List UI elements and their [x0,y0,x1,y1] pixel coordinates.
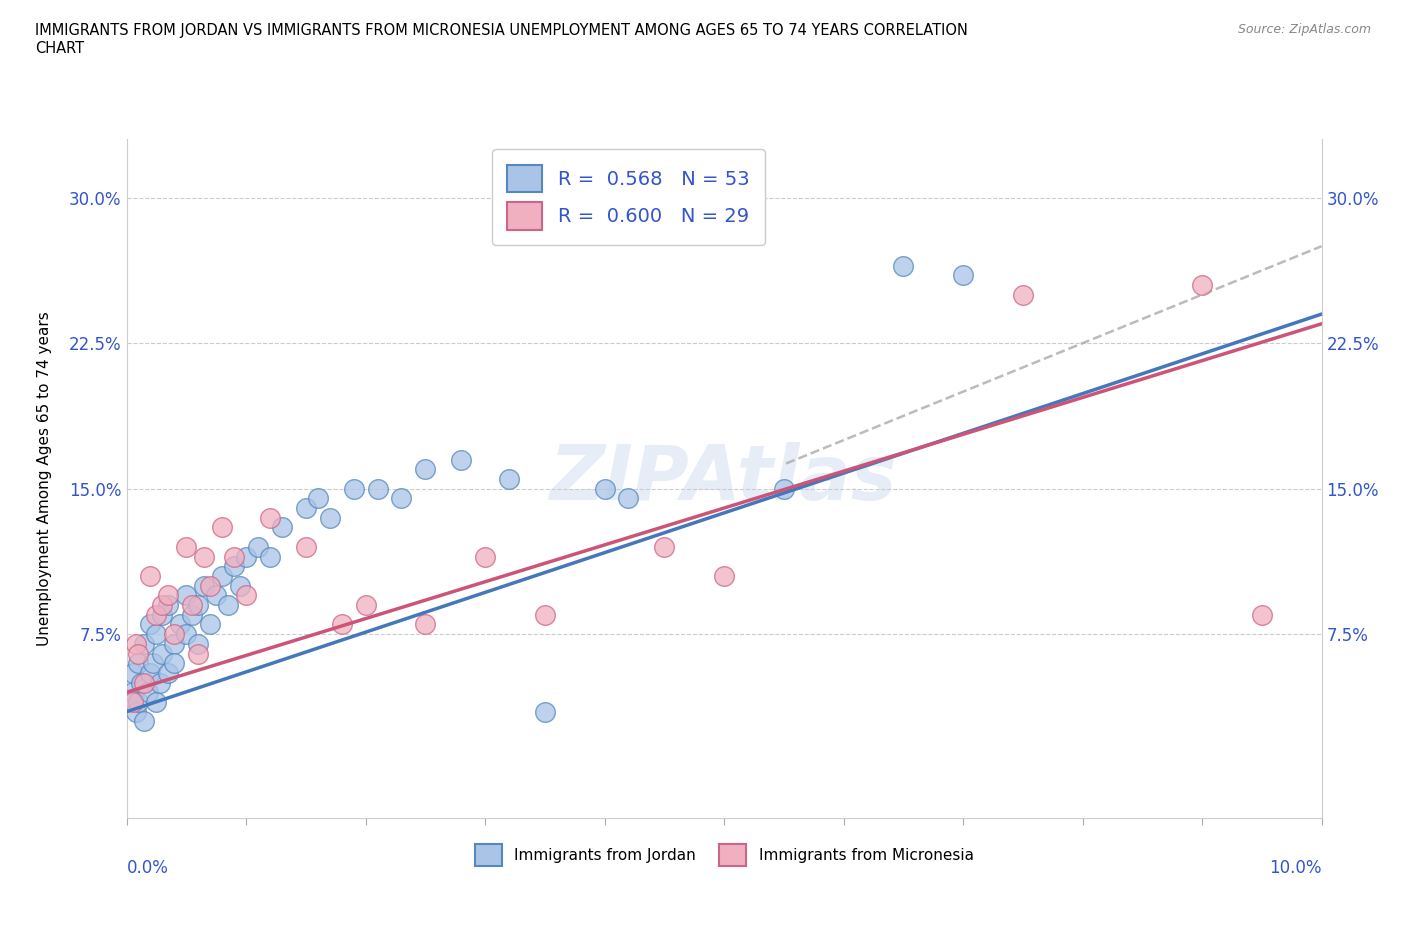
Point [134,675,156,690]
Point [354,598,377,613]
Point [222,559,246,574]
Point [952,268,974,283]
Point [163,636,186,651]
Point [318,511,342,525]
Point [127,646,149,661]
Point [229,578,252,593]
Point [121,684,143,699]
Point [127,656,149,671]
Point [294,539,316,554]
Point [145,607,167,622]
Point [149,675,172,690]
Text: IMMIGRANTS FROM JORDAN VS IMMIGRANTS FROM MICRONESIA UNEMPLOYMENT AMONG AGES 65 : IMMIGRANTS FROM JORDAN VS IMMIGRANTS FRO… [35,23,967,56]
Point [1191,277,1213,292]
Legend: Immigrants from Jordan, Immigrants from Micronesia: Immigrants from Jordan, Immigrants from … [468,838,980,871]
Point [139,666,162,681]
Point [200,578,222,593]
Point [617,491,640,506]
Point [163,627,186,642]
Point [366,481,388,496]
Point [145,695,167,710]
Point [121,666,143,681]
Point [891,259,914,273]
Point [235,588,257,603]
Text: 0.0%: 0.0% [127,859,169,877]
Point [413,462,436,477]
Point [134,636,156,651]
Point [193,578,215,593]
Point [142,656,165,671]
Point [247,539,270,554]
Point [157,588,180,603]
Point [533,704,555,719]
Point [222,549,246,564]
Point [187,598,209,613]
Point [205,588,228,603]
Point [181,598,204,613]
Point [294,500,316,515]
Point [217,598,239,613]
Point [150,646,174,661]
Text: 10.0%: 10.0% [1270,859,1322,877]
Point [150,607,174,622]
Point [270,520,294,535]
Point [200,617,222,631]
Point [652,539,675,554]
Point [121,695,143,710]
Point [163,656,186,671]
Point [450,452,472,467]
Point [145,627,167,642]
Point [593,481,616,496]
Point [174,539,197,554]
Point [193,549,215,564]
Point [127,695,149,710]
Point [157,666,180,681]
Point [139,568,162,583]
Point [1011,287,1033,302]
Point [187,636,209,651]
Point [342,481,364,496]
Text: Source: ZipAtlas.com: Source: ZipAtlas.com [1237,23,1371,36]
Point [259,549,281,564]
Point [181,607,204,622]
Point [235,549,257,564]
Point [773,481,796,496]
Point [389,491,412,506]
Point [125,704,148,719]
Point [413,617,436,631]
Point [474,549,496,564]
Point [211,568,233,583]
Point [330,617,353,631]
Point [498,472,520,486]
Point [174,627,197,642]
Point [169,617,191,631]
Point [307,491,329,506]
Point [157,598,180,613]
Point [211,520,233,535]
Point [129,675,152,690]
Point [150,598,174,613]
Point [713,568,735,583]
Point [187,646,209,661]
Point [136,684,159,699]
Point [1250,607,1272,622]
Point [259,511,281,525]
Point [139,617,162,631]
Text: ZIPAtlas: ZIPAtlas [550,442,898,516]
Point [125,636,148,651]
Point [174,588,197,603]
Y-axis label: Unemployment Among Ages 65 to 74 years: Unemployment Among Ages 65 to 74 years [38,312,52,646]
Point [533,607,555,622]
Point [134,714,156,729]
